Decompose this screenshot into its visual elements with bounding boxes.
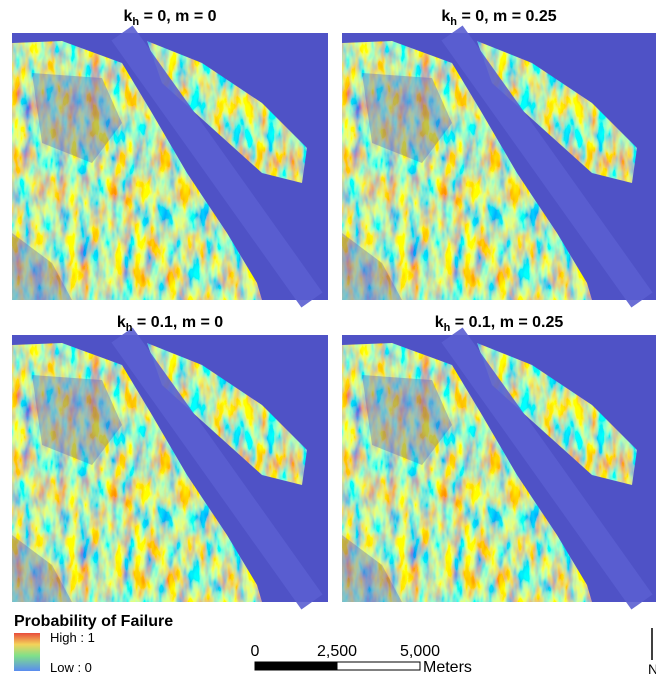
panel-title: kh = 0.1, m = 0.25 bbox=[435, 314, 564, 334]
legend-low: Low : 0 bbox=[50, 660, 92, 675]
panel-title: kh = 0, m = 0 bbox=[123, 8, 216, 28]
panel-title: kh = 0, m = 0.25 bbox=[441, 8, 556, 28]
scale-bar bbox=[255, 662, 337, 670]
figure: kh = 0, m = 0 kh = 0, m = 0.25 kh = 0.1,… bbox=[0, 0, 656, 676]
legend-title: Probability of Failure bbox=[14, 613, 173, 630]
map-panel bbox=[12, 33, 328, 300]
scale-unit: Meters bbox=[423, 659, 472, 676]
scale-label: 0 bbox=[251, 643, 260, 660]
legend-ramp bbox=[14, 633, 40, 671]
legend-high: High : 1 bbox=[50, 630, 95, 645]
scale-label: 5,000 bbox=[400, 643, 440, 660]
scale-bar bbox=[337, 662, 420, 670]
map-panel bbox=[342, 33, 656, 300]
map-panel bbox=[342, 335, 656, 602]
scale-label: 2,500 bbox=[317, 643, 357, 660]
north-label: N bbox=[648, 661, 656, 676]
map-panel bbox=[12, 335, 328, 602]
